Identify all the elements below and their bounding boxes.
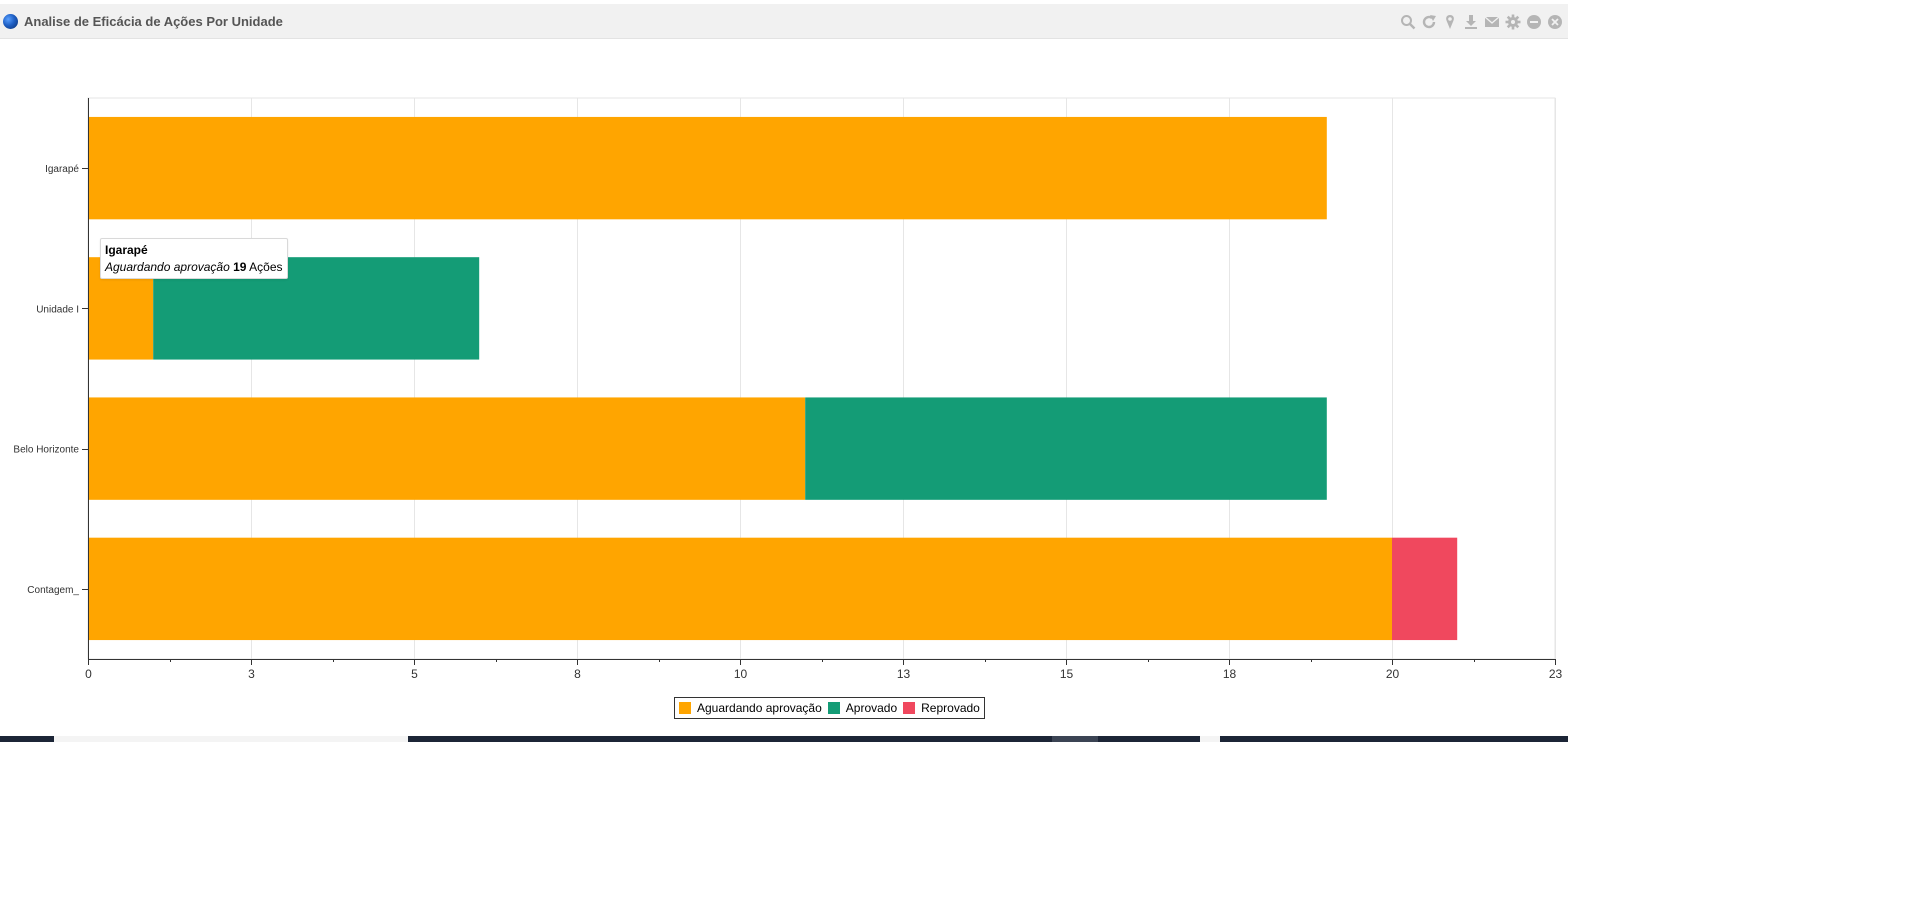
legend-item-aguardando[interactable]: Aguardando aprovação bbox=[679, 701, 822, 715]
tooltip-title: Igarapé bbox=[105, 243, 148, 257]
refresh-icon[interactable] bbox=[1420, 13, 1438, 31]
chart-tooltip: Igarapé Aguardando aprovação 19 Ações bbox=[100, 238, 288, 279]
x-tick-label: 23 bbox=[1549, 667, 1563, 681]
bars bbox=[88, 116, 1458, 641]
x-tick-label: 20 bbox=[1386, 667, 1400, 681]
globe-icon bbox=[3, 14, 18, 29]
x-tick-label: 0 bbox=[85, 667, 92, 681]
mail-icon[interactable] bbox=[1483, 13, 1501, 31]
tooltip-series: Aguardando aprovação bbox=[105, 260, 230, 274]
panel-titlebar: Analise de Eficácia de Ações Por Unidade bbox=[0, 4, 1568, 39]
y-tick-label: Unidade I bbox=[36, 304, 79, 315]
stacked-bar-chart: 0 3 5 8 10 13 15 18 20 23 Igarapé Unidade I Belo Hor… bbox=[13, 97, 1562, 681]
tooltip-unit: Ações bbox=[249, 260, 283, 274]
legend-label: Aprovado bbox=[845, 701, 898, 715]
pin-icon[interactable] bbox=[1441, 13, 1459, 31]
legend-label: Aguardando aprovação bbox=[697, 701, 822, 715]
download-icon[interactable] bbox=[1462, 13, 1480, 31]
x-tick-label: 3 bbox=[248, 667, 255, 681]
x-tick-label: 5 bbox=[411, 667, 418, 681]
panel-title: Analise de Eficácia de Ações Por Unidade bbox=[24, 14, 283, 29]
legend-swatch bbox=[679, 702, 691, 714]
chart-legend: Aguardando aprovação Aprovado Reprovado bbox=[674, 697, 985, 719]
minimize-icon[interactable] bbox=[1525, 13, 1543, 31]
bar-segment bbox=[88, 397, 806, 500]
x-tick-label: 13 bbox=[897, 667, 911, 681]
close-icon[interactable] bbox=[1546, 13, 1564, 31]
tooltip-line: Aguardando aprovação 19 Ações bbox=[105, 259, 283, 276]
bar-segment bbox=[805, 397, 1327, 500]
x-tick-label: 18 bbox=[1223, 667, 1237, 681]
y-tick-label: Belo Horizonte bbox=[13, 445, 79, 456]
legend-item-aprovado[interactable]: Aprovado bbox=[827, 701, 898, 715]
legend-label: Reprovado bbox=[921, 701, 980, 715]
bar-segment bbox=[88, 537, 1392, 641]
x-tick-label: 8 bbox=[574, 667, 581, 681]
legend-swatch bbox=[827, 702, 840, 714]
bar-segment bbox=[88, 116, 1327, 220]
y-tick-label: Contagem_ bbox=[27, 585, 79, 596]
x-tick-label: 10 bbox=[734, 667, 748, 681]
legend-item-reprovado[interactable]: Reprovado bbox=[903, 701, 980, 715]
footer-taskbar bbox=[0, 736, 1568, 742]
tooltip-value: 19 bbox=[233, 260, 247, 274]
bar-segment bbox=[1392, 537, 1458, 641]
panel-toolbar bbox=[1399, 13, 1564, 31]
settings-icon[interactable] bbox=[1504, 13, 1522, 31]
legend-swatch bbox=[903, 702, 916, 714]
x-tick-label: 15 bbox=[1060, 667, 1074, 681]
axes: 0 3 5 8 10 13 15 18 20 23 Igarapé Unidade I Belo Hor… bbox=[13, 98, 1562, 681]
y-tick-label: Igarapé bbox=[45, 164, 79, 175]
zoom-icon[interactable] bbox=[1399, 13, 1417, 31]
